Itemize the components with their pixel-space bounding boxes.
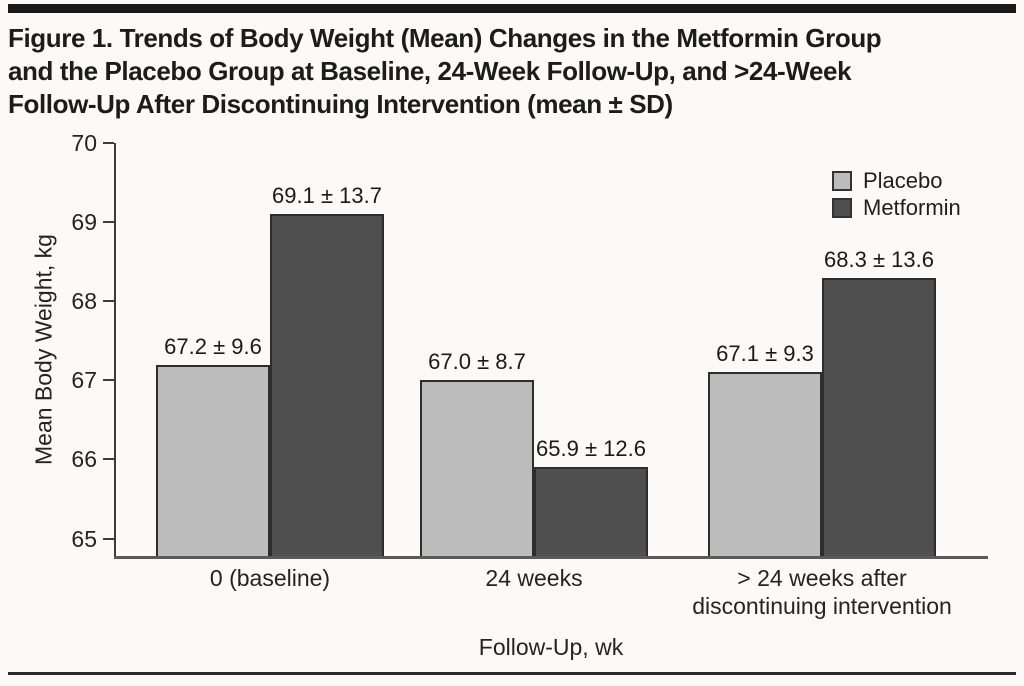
bar-chart: 65 66 67 68 69 70 Mean Body Weight, kg 67.2 ± 9… [0,128,1024,668]
bar-value-label: 65.9 ± 12.6 [536,436,646,462]
y-tick-mark [103,300,114,303]
bar-placebo-group1 [156,364,270,558]
figure-title-line-2: and the Placebo Group at Baseline, 24-We… [8,56,852,86]
y-tick-mark [103,221,114,224]
y-tick-mark [103,537,114,540]
bar-value-label: 69.1 ± 13.7 [272,183,382,209]
legend: Placebo Metformin [832,169,961,223]
legend-swatch-placebo [832,170,852,191]
y-tick-mark [103,379,114,382]
category-label-group3: > 24 weeks after discontinuing intervent… [692,565,952,619]
bar-metformin-group3 [822,277,936,558]
bar-value-label: 68.3 ± 13.6 [824,246,934,272]
y-tick-label: 70 [71,130,97,156]
y-tick-label: 65 [71,525,97,552]
figure-title-line-1: Figure 1. Trends of Body Weight (Mean) C… [8,23,882,53]
legend-label-metformin: Metformin [863,195,961,220]
bar-metformin-group1 [270,214,384,558]
y-tick-label: 67 [71,367,97,394]
figure-title-line-3: Follow-Up After Discontinuing Interventi… [8,89,673,119]
top-rule [8,4,1016,13]
y-tick-label: 66 [71,446,97,473]
legend-item-placebo: Placebo [832,169,961,192]
legend-item-metformin: Metformin [832,196,961,219]
legend-swatch-metformin [832,197,852,218]
bar-value-label: 67.0 ± 8.7 [428,349,526,375]
x-axis-line [114,556,988,559]
bar-placebo-group2 [420,380,534,558]
bar-value-label: 67.1 ± 9.3 [716,341,814,367]
y-tick-label: 68 [71,288,97,315]
y-axis-line [114,143,116,559]
y-tick-mark [103,142,114,144]
y-tick-mark [103,458,114,461]
category-label-group1: 0 (baseline) [209,565,331,591]
bar-metformin-group2 [534,467,648,558]
category-label-group2: 24 weeks [485,565,583,591]
legend-label-placebo: Placebo [863,168,943,193]
x-axis-title: Follow-Up, wk [478,634,624,660]
y-tick-label: 69 [71,209,97,236]
bar-placebo-group3 [708,372,822,558]
bottom-rule [8,672,1016,675]
y-axis-title: Mean Body Weight, kg [30,233,57,465]
bar-value-label: 67.2 ± 9.6 [164,333,262,359]
figure-title: Figure 1. Trends of Body Weight (Mean) C… [8,22,1020,121]
